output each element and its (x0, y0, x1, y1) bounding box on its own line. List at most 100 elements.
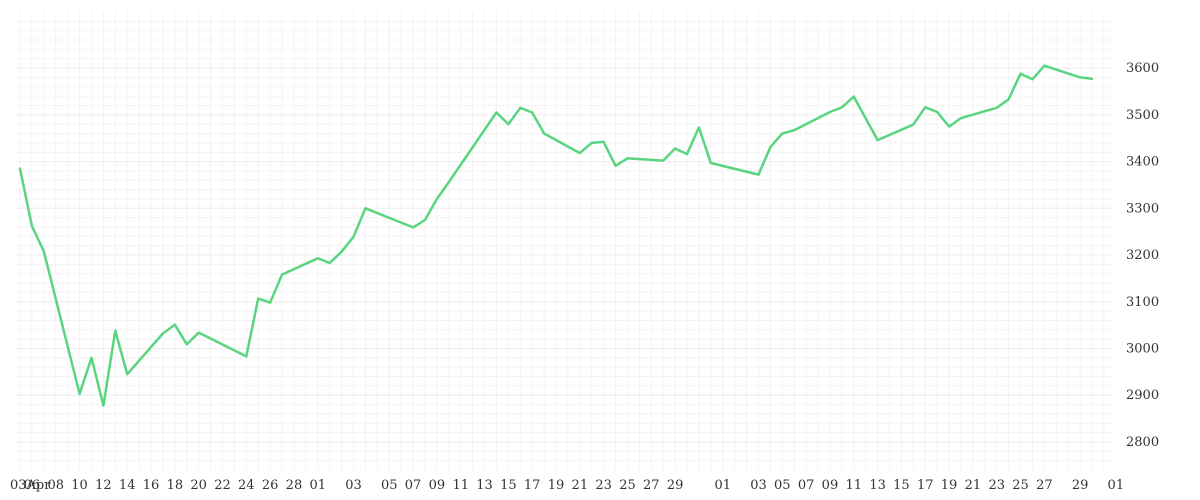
x-tick-label: 06 (24, 478, 41, 493)
x-tick-label: 07 (405, 478, 422, 493)
data-point (614, 165, 616, 167)
data-point (495, 111, 497, 113)
data-point (948, 125, 950, 127)
y-tick-label: 3200 (1126, 248, 1159, 263)
data-point (924, 106, 926, 108)
data-point (412, 226, 414, 228)
data-point (329, 262, 331, 264)
data-point (436, 198, 438, 200)
x-tick-label: 03 (345, 478, 362, 493)
data-point (1031, 78, 1033, 80)
x-tick-label: 21 (965, 478, 982, 493)
x-tick-label: 21 (572, 478, 589, 493)
data-point (793, 129, 795, 131)
data-point (996, 107, 998, 109)
data-point (853, 95, 855, 97)
data-point (31, 225, 33, 227)
data-point (317, 257, 319, 259)
data-point (1019, 73, 1021, 75)
data-point (281, 273, 283, 275)
x-tick-label: 19 (548, 478, 565, 493)
y-tick-label: 3300 (1126, 201, 1159, 216)
data-point (662, 159, 664, 161)
data-point (269, 302, 271, 304)
data-point (531, 111, 533, 113)
y-axis: 2800 2900 3000 3100 3200 3300 3400 3500 3600 (1126, 61, 1159, 450)
data-point (519, 107, 521, 109)
x-tick-label: 25 (1012, 478, 1029, 493)
x-tick-label: 22 (214, 478, 231, 493)
data-point (174, 324, 176, 326)
data-point (757, 173, 759, 175)
data-point (591, 142, 593, 144)
data-point (781, 132, 783, 134)
x-tick-label: 20 (190, 478, 207, 493)
data-point (602, 141, 604, 143)
x-tick-label: 29 (667, 478, 684, 493)
y-tick-label: 2900 (1126, 388, 1159, 403)
data-point (829, 111, 831, 113)
x-tick-label: 11 (452, 478, 469, 493)
x-tick-label: 19 (941, 478, 958, 493)
data-point (114, 330, 116, 332)
data-point (507, 123, 509, 125)
x-tick-label: 13 (869, 478, 886, 493)
series-group (18, 64, 1094, 407)
x-tick-label: 26 (262, 478, 279, 493)
x-tick-label: 27 (643, 478, 660, 493)
x-tick-label: 27 (1036, 478, 1053, 493)
x-tick-label: 13 (476, 478, 493, 493)
x-tick-label: 25 (619, 478, 636, 493)
data-point (876, 139, 878, 141)
x-tick-label: 29 (1072, 478, 1089, 493)
x-tick-label: 16 (143, 478, 160, 493)
grid (15, 12, 1112, 470)
x-tick-label: 15 (893, 478, 910, 493)
y-tick-label: 3500 (1126, 108, 1159, 123)
x-tick-label: 10 (71, 478, 88, 493)
data-point (1091, 78, 1093, 80)
data-point (698, 126, 700, 128)
x-tick-label: 17 (524, 478, 541, 493)
series-line (18, 64, 1094, 407)
data-point (43, 250, 45, 252)
y-tick-label: 3000 (1126, 341, 1159, 356)
data-point (579, 152, 581, 154)
data-point (340, 251, 342, 253)
x-tick-label: 15 (500, 478, 517, 493)
x-tick-label: 14 (119, 478, 136, 493)
x-tick-label: 12 (95, 478, 112, 493)
x-tick-label: 23 (988, 478, 1005, 493)
data-point (90, 357, 92, 359)
x-tick-label: 09 (429, 478, 446, 493)
x-tick-label: 05 (381, 478, 398, 493)
data-point (257, 297, 259, 299)
data-point (364, 207, 366, 209)
data-point (1007, 98, 1009, 100)
x-tick-label: 01 (1108, 478, 1125, 493)
data-point (102, 404, 104, 406)
data-point (186, 343, 188, 345)
data-point (448, 181, 450, 183)
data-point (126, 373, 128, 375)
data-point (710, 162, 712, 164)
data-point (841, 106, 843, 108)
x-tick-label: 07 (798, 478, 815, 493)
x-tick-label: 03Apr (10, 478, 51, 493)
data-point (19, 167, 21, 169)
y-tick-label: 3400 (1126, 155, 1159, 170)
data-point (960, 117, 962, 119)
x-tick-label: 28 (286, 478, 303, 493)
data-point (424, 219, 426, 221)
x-tick-label: 01 (310, 478, 327, 493)
x-tick-label: 01 (714, 478, 731, 493)
x-tick-label: 24 (238, 478, 255, 493)
data-point (769, 146, 771, 148)
data-point (674, 147, 676, 149)
data-point (162, 332, 164, 334)
y-tick-label: 3600 (1126, 61, 1159, 76)
data-point (1079, 76, 1081, 78)
y-tick-label: 3100 (1126, 295, 1159, 310)
